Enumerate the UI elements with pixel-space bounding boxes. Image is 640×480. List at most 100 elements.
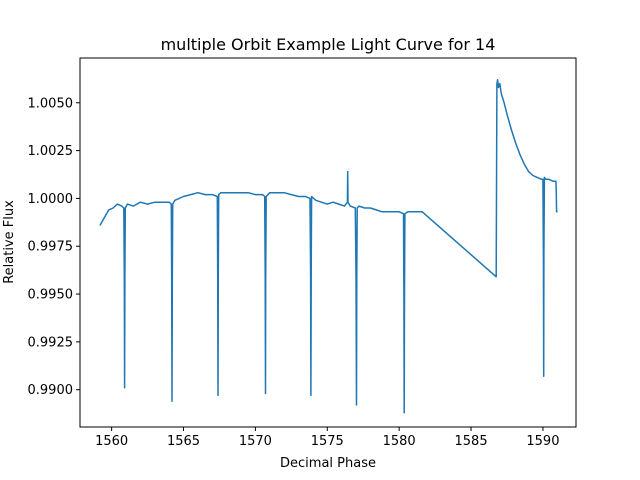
data-point bbox=[103, 217, 105, 219]
data-point bbox=[124, 207, 126, 209]
data-point bbox=[496, 83, 498, 85]
data-point bbox=[548, 178, 550, 180]
plot-background bbox=[80, 58, 576, 427]
data-point bbox=[126, 203, 128, 205]
data-point bbox=[545, 178, 547, 180]
y-tick-label: 1.0050 bbox=[28, 96, 74, 111]
data-point bbox=[204, 194, 206, 196]
chart-title: multiple Orbit Example Light Curve for 1… bbox=[161, 35, 496, 54]
data-point bbox=[171, 283, 173, 285]
y-tick-label: 1.0025 bbox=[28, 144, 74, 159]
data-point bbox=[540, 178, 542, 180]
y-tick-label: 0.9925 bbox=[28, 335, 74, 350]
data-point bbox=[99, 224, 101, 226]
data-points bbox=[99, 79, 558, 414]
data-point bbox=[315, 199, 317, 201]
data-point bbox=[499, 83, 501, 85]
data-point bbox=[555, 188, 557, 190]
data-point bbox=[321, 201, 323, 203]
data-point bbox=[264, 393, 266, 395]
y-tick-label: 1.0000 bbox=[28, 192, 74, 207]
x-axis-ticks: 1560 1565 1570 1575 1580 1585 1590 bbox=[95, 427, 559, 449]
plot-frame bbox=[79, 57, 577, 428]
data-point bbox=[356, 274, 358, 276]
data-point bbox=[358, 205, 360, 207]
data-point bbox=[326, 203, 328, 205]
data-point bbox=[355, 404, 357, 406]
data-point bbox=[265, 195, 267, 197]
data-point bbox=[503, 102, 505, 104]
data-point bbox=[147, 203, 149, 205]
data-point bbox=[387, 211, 389, 213]
data-point bbox=[161, 201, 163, 203]
data-point bbox=[415, 211, 417, 213]
data-point bbox=[283, 192, 285, 194]
data-point bbox=[132, 205, 134, 207]
data-point bbox=[523, 163, 525, 165]
data-point bbox=[369, 207, 371, 209]
data-point bbox=[197, 192, 199, 194]
data-point bbox=[211, 194, 213, 196]
data-point bbox=[139, 201, 141, 203]
data-point bbox=[269, 192, 271, 194]
y-tick-label: 0.9950 bbox=[28, 288, 74, 303]
data-point bbox=[381, 211, 383, 213]
data-point bbox=[356, 207, 358, 209]
y-tick-label: 0.9975 bbox=[28, 240, 74, 255]
y-axis-ticks: 0.9900 0.9925 0.9950 0.9975 1.0000 1.0025 1.00… bbox=[28, 96, 80, 398]
series-line-flux bbox=[99, 79, 558, 414]
data-point bbox=[124, 387, 126, 389]
data-point bbox=[497, 86, 499, 88]
data-point bbox=[354, 207, 356, 209]
data-point bbox=[112, 207, 114, 209]
data-point bbox=[536, 176, 538, 178]
data-point bbox=[276, 192, 278, 194]
data-point bbox=[310, 274, 312, 276]
data-point bbox=[247, 192, 249, 194]
data-point bbox=[310, 394, 312, 396]
data-point bbox=[265, 274, 267, 276]
data-point bbox=[497, 79, 499, 81]
data-point bbox=[556, 211, 558, 213]
plot-area bbox=[79, 57, 577, 428]
data-point bbox=[217, 394, 219, 396]
data-point bbox=[421, 211, 423, 213]
data-point bbox=[398, 211, 400, 213]
data-point bbox=[309, 197, 311, 199]
data-point bbox=[116, 203, 118, 205]
data-point bbox=[543, 176, 545, 178]
data-point bbox=[344, 205, 346, 207]
data-point bbox=[543, 255, 545, 257]
data-point bbox=[554, 180, 556, 182]
data-point bbox=[555, 180, 557, 182]
x-tick-label: 1590 bbox=[526, 434, 559, 449]
data-point bbox=[254, 194, 256, 196]
data-point bbox=[404, 213, 406, 215]
data-point bbox=[364, 207, 366, 209]
data-point bbox=[240, 192, 242, 194]
data-point bbox=[124, 274, 126, 276]
data-point bbox=[552, 180, 554, 182]
data-point bbox=[311, 195, 313, 197]
y-axis-label: Relative Flux bbox=[2, 200, 17, 284]
data-point bbox=[168, 201, 170, 203]
data-point bbox=[123, 207, 125, 209]
data-point bbox=[154, 201, 156, 203]
data-point bbox=[298, 195, 300, 197]
data-point bbox=[411, 211, 413, 213]
data-point bbox=[172, 203, 174, 205]
data-point bbox=[392, 211, 394, 213]
data-point bbox=[305, 195, 307, 197]
data-point bbox=[347, 201, 349, 203]
data-point bbox=[233, 192, 235, 194]
data-point bbox=[407, 211, 409, 213]
data-point bbox=[108, 209, 110, 211]
data-point bbox=[217, 274, 219, 276]
data-point bbox=[402, 213, 404, 215]
data-point bbox=[510, 129, 512, 131]
data-point bbox=[218, 194, 220, 196]
x-axis-label: Decimal Phase bbox=[280, 456, 376, 471]
data-point bbox=[121, 205, 123, 207]
x-tick-label: 1565 bbox=[167, 434, 200, 449]
